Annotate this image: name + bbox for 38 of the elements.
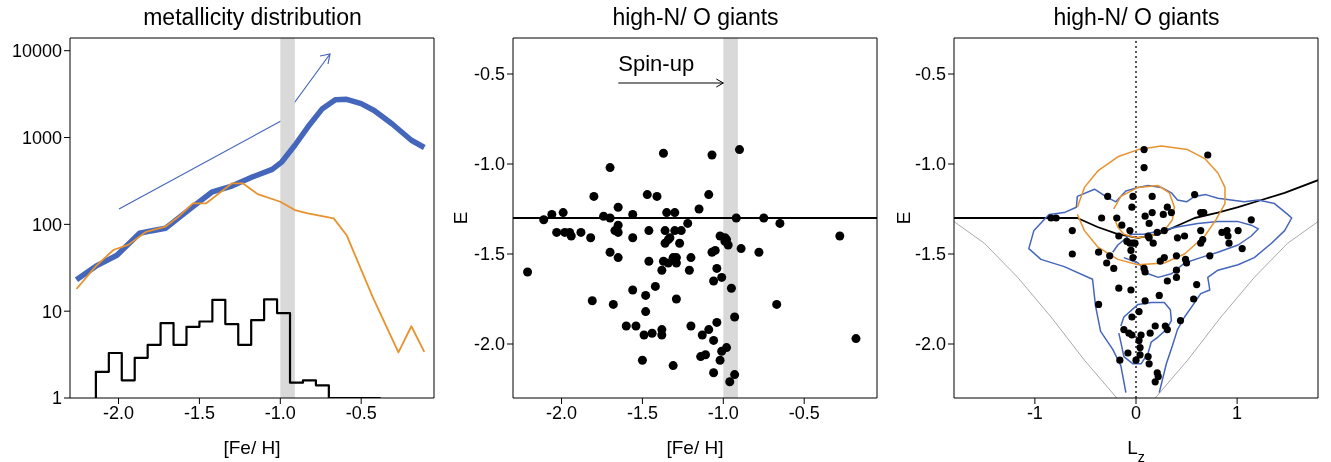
x-tick-label: -0.5 (788, 402, 820, 423)
y-tick-label: -1.0 (473, 154, 505, 175)
line-series (1028, 184, 1293, 394)
y-tick-label: -0.5 (473, 64, 505, 85)
y-axis-title: E (893, 211, 914, 225)
x-tick-label: -1.5 (183, 402, 215, 423)
y-tick-label: 10 (41, 301, 62, 322)
x-tick-label: -1 (1026, 402, 1043, 423)
y-tick-label: -1.5 (914, 244, 946, 265)
x-axis-title: L$_{z}$ (1127, 437, 1145, 462)
x-tick-label: -1.0 (707, 402, 739, 423)
chart-title: high-N/ O giants (611, 3, 780, 32)
line-series (1154, 221, 1318, 398)
y-axis-title: E (450, 211, 471, 225)
x-axis-title: [Fe/ H] (223, 437, 281, 458)
x-tick-label: -1.0 (264, 402, 296, 423)
line-series (75, 182, 426, 354)
x-tick-label: -2.0 (546, 402, 578, 423)
annotation: Spin-up (618, 51, 695, 76)
y-tick-label: 1000 (21, 127, 62, 148)
y-tick-label: -2.0 (473, 334, 505, 355)
y-tick-label: -0.5 (914, 64, 946, 85)
x-axis-title: [Fe/ H] (666, 437, 724, 458)
x-tick-label: -0.5 (345, 402, 377, 423)
x-tick-label: -2.0 (103, 402, 135, 423)
y-tick-label: -1.0 (914, 154, 946, 175)
y-tick-label: -1.5 (473, 244, 505, 265)
x-tick-label: 0 (1130, 402, 1142, 423)
x-tick-label: 1 (1232, 402, 1243, 423)
y-tick-label: 100 (31, 214, 62, 235)
y-tick-label: 10000 (11, 41, 62, 62)
chart-title: metallicity distribution (142, 3, 363, 32)
y-tick-label: -2.0 (914, 334, 946, 355)
chart-title: high-N/ O giants (1052, 3, 1221, 32)
line-series (1118, 301, 1173, 365)
line-series (954, 221, 1118, 398)
x-tick-label: -1.5 (626, 402, 658, 423)
y-tick-label: 1 (51, 388, 62, 409)
